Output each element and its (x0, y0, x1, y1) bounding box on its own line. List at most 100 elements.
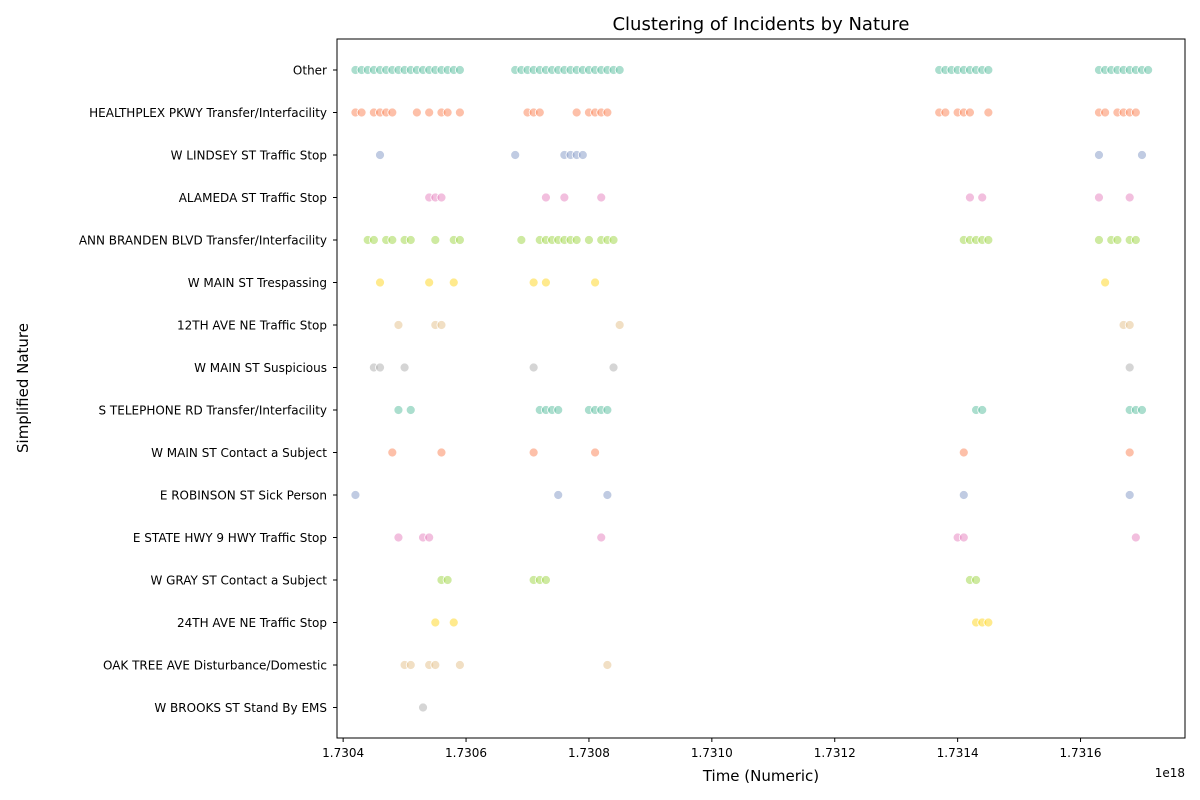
y-tick-label: E STATE HWY 9 HWY Traffic Stop (133, 531, 327, 545)
y-tick-label: W MAIN ST Contact a Subject (151, 446, 327, 460)
data-point (528, 362, 539, 373)
data-point (571, 235, 582, 245)
data-point (1100, 107, 1111, 118)
data-point (454, 65, 465, 75)
data-point (1137, 405, 1147, 415)
data-point (1094, 150, 1104, 160)
data-point (1130, 532, 1141, 543)
data-point (590, 277, 600, 288)
data-point (375, 277, 385, 288)
data-point (375, 150, 385, 160)
data-point (368, 235, 379, 245)
x-tick-label: 1.7314 (937, 746, 979, 760)
data-point (393, 405, 404, 415)
x-axis-title: Time (Numeric) (702, 767, 819, 785)
data-point (553, 490, 564, 500)
data-point (387, 107, 398, 118)
x-tick-label: 1.7312 (814, 746, 856, 760)
chart-title: Clustering of Incidents by Nature (612, 14, 909, 35)
y-tick-label: HEALTHPLEX PKWY Transfer/Interfacility (89, 106, 327, 120)
data-point (1124, 447, 1135, 458)
data-point (418, 702, 428, 713)
data-point (454, 107, 465, 118)
data-point (965, 192, 975, 203)
data-point (1130, 107, 1141, 118)
data-point (940, 107, 951, 118)
data-point (1143, 65, 1154, 75)
y-tick-label: W BROOKS ST Stand By EMS (154, 701, 327, 715)
data-point (436, 192, 447, 203)
data-point (602, 660, 613, 670)
data-point (387, 235, 398, 245)
x-tick-label: 1.7316 (1060, 746, 1102, 760)
data-point (405, 405, 416, 415)
y-tick-label: ANN BRANDEN BLVD Transfer/Interfacility (79, 234, 327, 248)
y-tick-label: S TELEPHONE RD Transfer/Interfacility (98, 404, 327, 418)
data-point (541, 575, 551, 585)
data-point (971, 575, 981, 585)
data-point (958, 490, 969, 500)
data-point (430, 235, 441, 245)
data-point (424, 277, 435, 288)
data-point (411, 107, 422, 118)
data-point (393, 320, 404, 330)
data-point (977, 405, 988, 415)
y-tick-label: W MAIN ST Trespassing (188, 276, 327, 290)
data-point (528, 447, 539, 458)
data-point (584, 235, 594, 245)
data-point (596, 192, 607, 203)
data-point (387, 447, 398, 458)
data-point (430, 660, 441, 670)
data-point (1124, 362, 1135, 373)
data-point (448, 617, 459, 628)
data-point (983, 235, 994, 245)
data-points (350, 65, 1154, 713)
y-tick-label: 24TH AVE NE Traffic Stop (177, 616, 327, 630)
x-axis: 1.7304 1.7306 1.7308 1.7310 1.7312 1.7314 1.73… (322, 738, 1102, 760)
data-point (602, 490, 613, 500)
data-point (430, 617, 441, 628)
plot-frame (336, 38, 1186, 739)
data-point (1094, 235, 1104, 245)
y-axis: Other HEALTHPLEX PKWY Transfer/Interfacil… (79, 64, 337, 715)
data-point (1124, 192, 1135, 203)
data-point (424, 107, 435, 118)
data-point (577, 150, 588, 160)
data-point (958, 532, 969, 543)
data-point (405, 660, 416, 670)
y-tick-label: 12TH AVE NE Traffic Stop (177, 319, 327, 333)
y-tick-label: ALAMEDA ST Traffic Stop (179, 191, 327, 205)
y-tick-label: E ROBINSON ST Sick Person (160, 489, 327, 503)
data-point (602, 107, 613, 118)
data-point (1124, 320, 1135, 330)
data-point (553, 405, 564, 415)
data-point (541, 277, 551, 288)
y-tick-label: W MAIN ST Suspicious (194, 361, 327, 375)
data-point (516, 235, 527, 245)
data-point (983, 65, 994, 75)
data-point (528, 277, 539, 288)
data-point (614, 65, 625, 75)
data-point (442, 107, 453, 118)
data-point (436, 320, 447, 330)
data-point (356, 107, 367, 118)
data-point (541, 192, 551, 203)
data-point (1130, 235, 1141, 245)
x-tick-label: 1.7304 (322, 746, 364, 760)
data-point (510, 150, 521, 160)
data-point (602, 405, 613, 415)
data-point (559, 192, 570, 203)
data-point (608, 362, 619, 373)
y-tick-label: OAK TREE AVE Disturbance/Domestic (103, 659, 327, 673)
data-point (405, 235, 416, 245)
x-axis-offset-label: 1e18 (1155, 766, 1185, 780)
data-point (983, 107, 994, 118)
data-point (1112, 235, 1123, 245)
data-point (977, 192, 988, 203)
data-point (1100, 277, 1111, 288)
data-point (983, 617, 994, 628)
data-point (436, 447, 447, 458)
data-point (1124, 490, 1135, 500)
data-point (596, 532, 607, 543)
